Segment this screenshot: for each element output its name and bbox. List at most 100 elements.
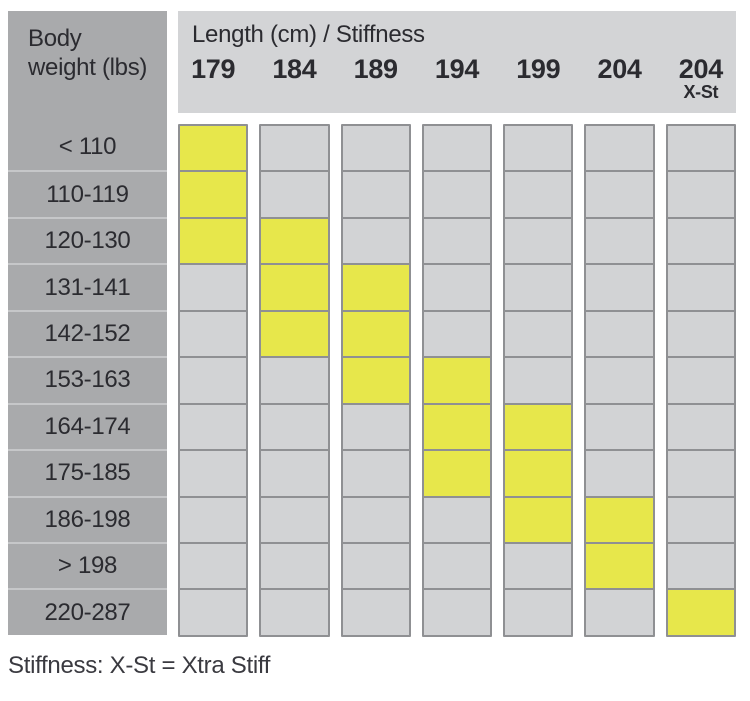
- grid-cell: [421, 170, 493, 219]
- grid-cell: [665, 449, 736, 498]
- grid-cell: [421, 495, 493, 544]
- column-header-block: Length (cm) / Stiffness 179 184 189 194 199 2…: [178, 11, 736, 113]
- grid-cell: [503, 356, 574, 405]
- grid-cell-highlighted: [421, 449, 493, 498]
- weight-row-label: 153-163: [8, 356, 167, 402]
- grid-cell-highlighted: [421, 356, 493, 405]
- body-weight-header-line2: weight (lbs): [28, 54, 148, 82]
- grid-cell: [259, 588, 330, 637]
- weight-row-label: > 198: [8, 541, 167, 588]
- column-header-label: 194: [434, 54, 480, 84]
- grid-cell: [665, 495, 736, 544]
- weight-row-label: 220-287: [8, 588, 167, 634]
- column-header-label: 204: [597, 54, 642, 84]
- grid-cell: [340, 588, 411, 637]
- weight-row-label: 131-141: [8, 263, 167, 309]
- grid-cell-highlighted: [340, 356, 411, 405]
- grid-cell: [340, 541, 411, 591]
- column-header: 194: [422, 55, 492, 103]
- grid-cell: [259, 170, 330, 219]
- length-stiffness-panel: Length (cm) / Stiffness 179 184 189 194 199 2…: [178, 11, 736, 637]
- grid-cell-highlighted: [178, 216, 249, 266]
- grid-cell: [421, 309, 493, 359]
- grid-cell: [503, 216, 574, 266]
- column-header: 179: [178, 55, 248, 103]
- grid-cell: [503, 309, 574, 359]
- grid-cell-highlighted: [340, 309, 411, 359]
- weight-row-labels: < 110 110-119 120-130 131-141 142-152 153-163…: [8, 124, 167, 635]
- grid-cell-highlighted: [340, 263, 411, 312]
- grid-cell: [503, 124, 574, 173]
- grid-cell-highlighted: [259, 309, 330, 359]
- grid-cell: [584, 449, 655, 498]
- grid-cell: [503, 588, 574, 637]
- grid-cell: [340, 124, 411, 173]
- grid-cell-highlighted: [584, 541, 655, 591]
- grid-cell: [665, 216, 736, 266]
- grid-cell-highlighted: [178, 170, 249, 219]
- grid-cell: [503, 170, 574, 219]
- grid-cell: [340, 495, 411, 544]
- grid-cell: [259, 356, 330, 405]
- weight-row-label: < 110: [58, 133, 117, 161]
- column-header-label: 184: [272, 54, 317, 84]
- grid-cell-highlighted: [259, 263, 330, 312]
- grid-cell: [421, 263, 493, 312]
- grid-cell-highlighted: [178, 124, 249, 173]
- grid-cell: [178, 356, 249, 405]
- grid-cell: [178, 588, 249, 637]
- grid-cell: [421, 588, 493, 637]
- grid-cell: [178, 495, 249, 544]
- grid-cell: [665, 541, 736, 591]
- grid-cell: [584, 216, 655, 266]
- grid-cell-highlighted: [584, 495, 655, 544]
- grid-cell: [340, 449, 411, 498]
- grid-cell: [584, 124, 655, 173]
- body-weight-header-line1: Body: [28, 25, 82, 52]
- column-header-label: 189: [353, 54, 398, 84]
- grid-cell: [340, 216, 411, 266]
- grid-cell: [584, 263, 655, 312]
- body-weight-header: Body weight (lbs): [8, 11, 167, 83]
- weight-row-label: 175-185: [8, 449, 167, 495]
- grid-cell: [665, 170, 736, 219]
- grid-column: [503, 124, 574, 637]
- body-weight-column: Body weight (lbs) < 110 110-119 120-130 131…: [8, 11, 167, 635]
- grid-cell: [259, 449, 330, 498]
- grid-cell: [584, 402, 655, 452]
- grid-cell: [259, 541, 330, 591]
- grid-cell: [584, 170, 655, 219]
- grid-cell: [503, 263, 574, 312]
- grid-cell: [178, 449, 249, 498]
- grid-cell: [665, 309, 736, 359]
- grid-cell-highlighted: [421, 402, 493, 452]
- column-header: 189: [341, 55, 411, 103]
- grid-column: [178, 124, 249, 637]
- column-header: 204: [584, 55, 654, 103]
- grid-column: [259, 124, 330, 637]
- grid-cell: [421, 124, 493, 173]
- grid-column: [421, 124, 493, 637]
- grid-cell: [503, 541, 574, 591]
- column-header: 199: [503, 55, 573, 103]
- column-group-title: Length (cm) / Stiffness: [192, 21, 425, 48]
- grid-cell-highlighted: [503, 449, 574, 498]
- grid-cell: [178, 309, 249, 359]
- grid-cell: [584, 588, 655, 637]
- grid-cell: [259, 402, 330, 452]
- weight-row-label: 142-152: [8, 309, 167, 356]
- grid-cell: [421, 216, 493, 266]
- grid-cell: [665, 263, 736, 312]
- grid-cell: [259, 124, 330, 173]
- column-header-label: 199: [516, 54, 561, 84]
- grid-cell: [178, 263, 249, 312]
- grid-cell: [178, 402, 249, 452]
- grid-cell: [340, 402, 411, 452]
- grid-cell-highlighted: [503, 495, 574, 544]
- weight-row-label: 164-174: [8, 402, 167, 449]
- weight-row-label: 186-198: [8, 495, 167, 542]
- grid-cell: [584, 309, 655, 359]
- grid-cell-highlighted: [503, 402, 574, 452]
- grid-cell: [259, 495, 330, 544]
